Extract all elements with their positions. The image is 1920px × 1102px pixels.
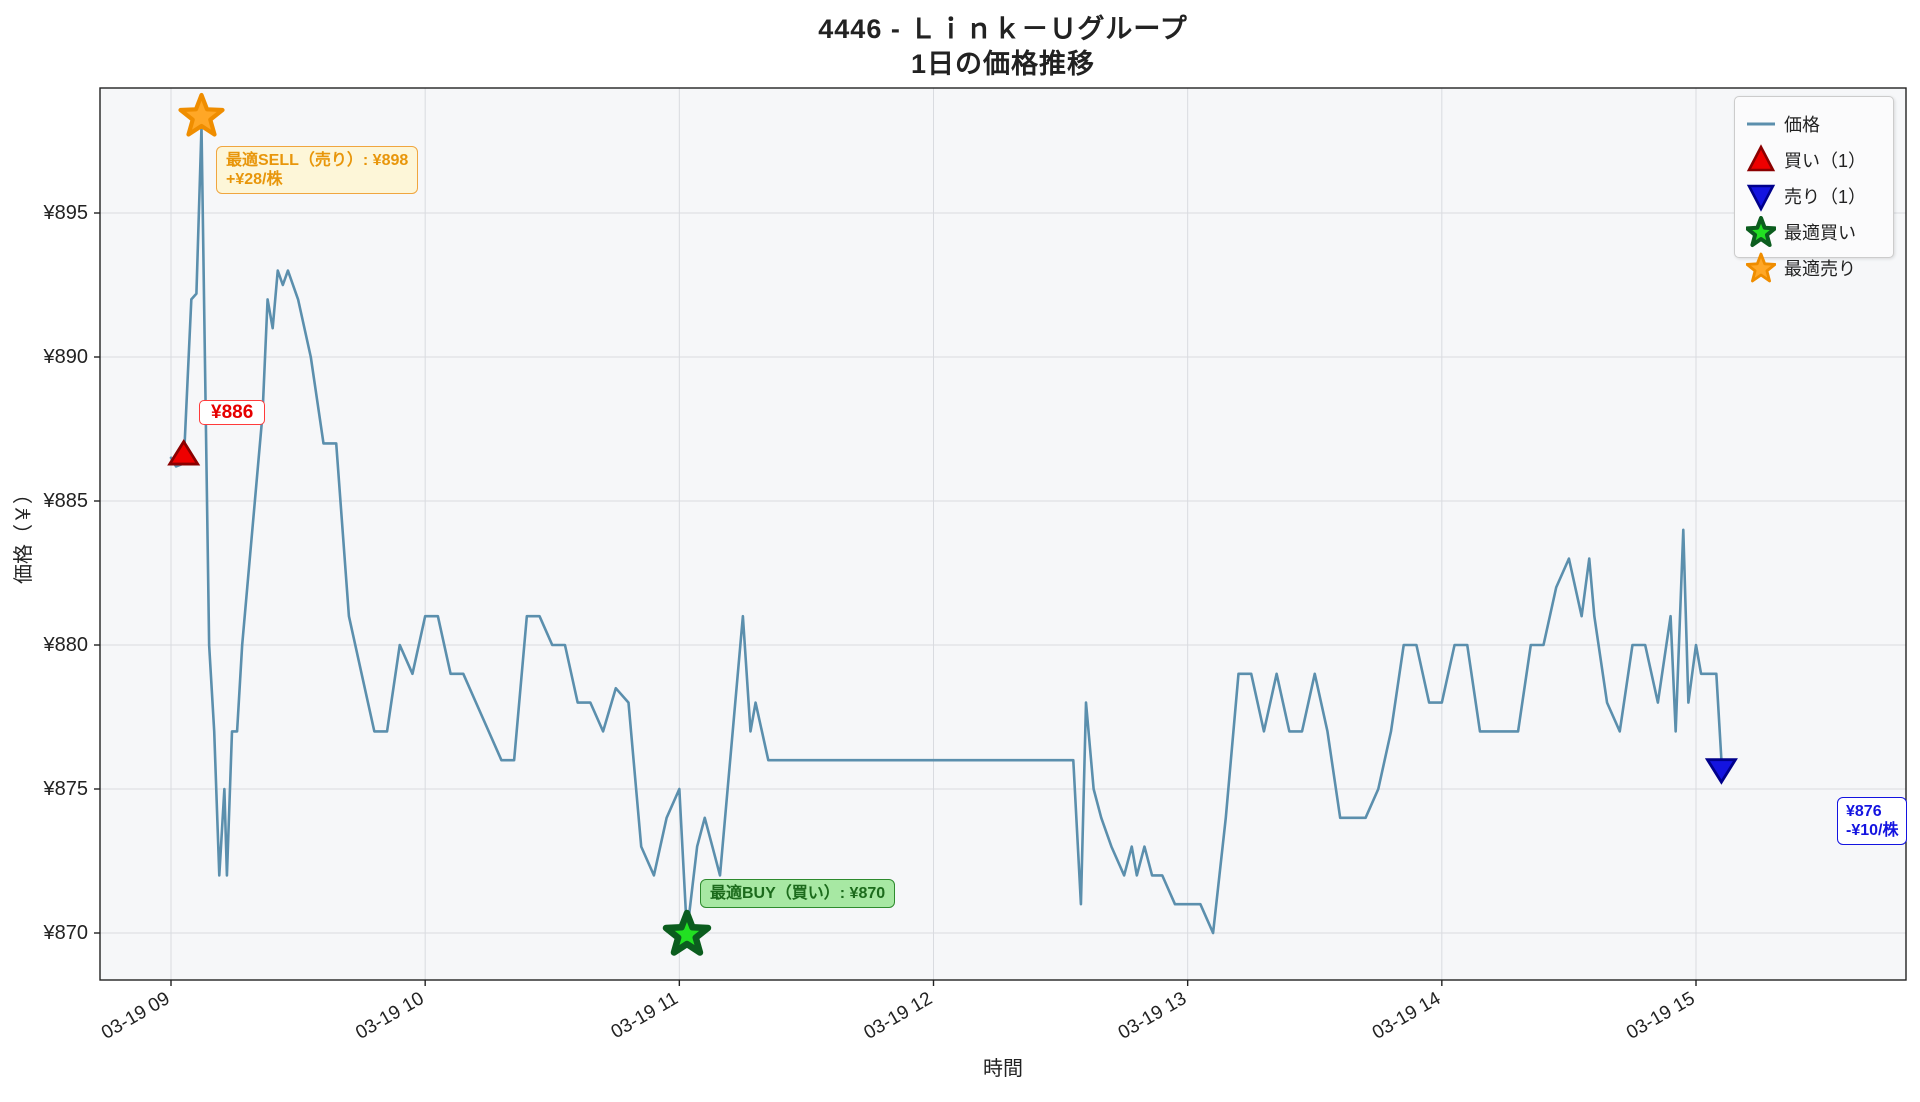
svg-text:03-19 12: 03-19 12 xyxy=(861,988,936,1044)
svg-text:時間: 時間 xyxy=(983,1057,1023,1080)
svg-text:価格（￥）: 価格（￥） xyxy=(12,484,35,584)
svg-text:¥890: ¥890 xyxy=(43,346,89,368)
svg-text:¥895: ¥895 xyxy=(43,202,89,224)
svg-text:03-19 14: 03-19 14 xyxy=(1369,988,1445,1044)
svg-text:03-19 09: 03-19 09 xyxy=(98,988,173,1044)
svg-text:¥875: ¥875 xyxy=(43,778,89,800)
svg-text:¥885: ¥885 xyxy=(43,490,89,512)
svg-text:¥870: ¥870 xyxy=(43,922,89,944)
svg-text:¥880: ¥880 xyxy=(43,634,89,656)
svg-text:03-19 10: 03-19 10 xyxy=(352,988,427,1044)
svg-text:03-19 15: 03-19 15 xyxy=(1623,988,1698,1044)
svg-text:03-19 11: 03-19 11 xyxy=(608,988,682,1043)
svg-text:03-19 13: 03-19 13 xyxy=(1115,988,1190,1044)
